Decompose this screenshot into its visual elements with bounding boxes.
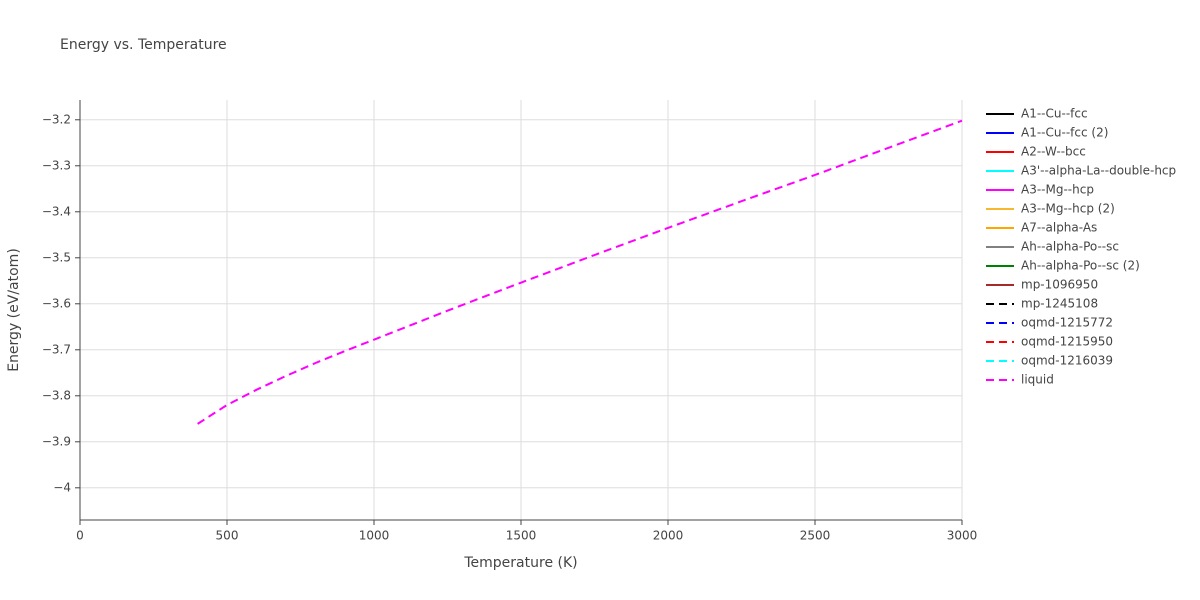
y-tick-label: −3.3 xyxy=(42,158,71,172)
legend-label: A7--alpha-As xyxy=(1021,221,1097,235)
x-tick-label: 1500 xyxy=(506,529,537,543)
legend-label: Ah--alpha-Po--sc (2) xyxy=(1021,259,1140,273)
legend-label: oqmd-1215772 xyxy=(1021,316,1113,330)
x-tick-label: 0 xyxy=(76,529,84,543)
legend-label: A3--Mg--hcp (2) xyxy=(1021,202,1115,216)
x-tick-label: 500 xyxy=(216,529,239,543)
x-tick-label: 2500 xyxy=(800,529,831,543)
legend-label: Ah--alpha-Po--sc xyxy=(1021,240,1119,254)
x-axis-label: Temperature (K) xyxy=(463,555,577,571)
legend-label: A3--Mg--hcp xyxy=(1021,183,1094,197)
legend-label: A1--Cu--fcc xyxy=(1021,107,1088,121)
legend-label: mp-1096950 xyxy=(1021,278,1098,292)
legend-label: A1--Cu--fcc (2) xyxy=(1021,126,1108,140)
chart-title: Energy vs. Temperature xyxy=(60,37,227,53)
y-axis-label: Energy (eV/atom) xyxy=(6,248,22,372)
legend-label: liquid xyxy=(1021,373,1054,387)
y-tick-label: −4 xyxy=(53,480,71,494)
data-line xyxy=(197,119,963,425)
y-tick-label: −3.2 xyxy=(42,112,71,126)
legend-label: oqmd-1216039 xyxy=(1021,354,1113,368)
y-tick-label: −3.7 xyxy=(42,342,71,356)
x-tick-label: 3000 xyxy=(947,529,978,543)
legend-label: mp-1245108 xyxy=(1021,297,1098,311)
y-tick-label: −3.9 xyxy=(42,434,71,448)
y-tick-label: −3.5 xyxy=(42,250,71,264)
y-tick-label: −3.6 xyxy=(42,296,71,310)
x-tick-label: 2000 xyxy=(653,529,684,543)
y-tick-label: −3.4 xyxy=(42,204,71,218)
x-tick-label: 1000 xyxy=(359,529,390,543)
legend-label: A2--W--bcc xyxy=(1021,145,1086,159)
y-tick-label: −3.8 xyxy=(42,388,71,402)
legend-label: A3'--alpha-La--double-hcp xyxy=(1021,164,1176,178)
legend-label: oqmd-1215950 xyxy=(1021,335,1113,349)
